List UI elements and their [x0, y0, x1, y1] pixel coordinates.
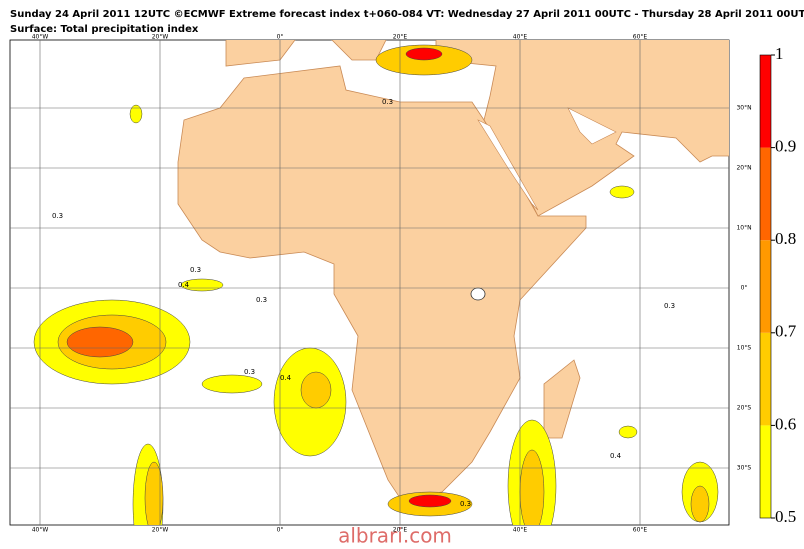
contour-label: 0.3	[52, 212, 63, 220]
precip-area	[201, 374, 263, 394]
lon-label: 40°W	[32, 527, 49, 534]
lon-label: 20°E	[393, 34, 408, 41]
precip-area	[408, 494, 452, 508]
colorbar-frame	[759, 54, 772, 519]
header-line1: Sunday 24 April 2011 12UTC ©ECMWF Extrem…	[10, 9, 804, 20]
lon-label: 20°W	[152, 527, 169, 534]
colorbar-segment	[760, 55, 771, 148]
precip-area	[66, 326, 134, 358]
colorbar-label: 1	[775, 44, 784, 63]
lon-label: 20°W	[152, 34, 169, 41]
contour-label: 0.3	[664, 302, 675, 310]
contour-label: 0.4	[610, 452, 622, 460]
header-line2: Surface: Total precipitation index	[10, 24, 199, 35]
lake	[470, 287, 486, 301]
lon-label: 0°	[277, 527, 284, 534]
lon-label: 40°E	[513, 527, 528, 534]
lon-label: 40°W	[32, 34, 49, 41]
lat-label: 30°S	[737, 465, 752, 472]
lon-label: 0°	[277, 34, 284, 41]
precip-area	[519, 449, 545, 525]
lon-label: 60°E	[633, 527, 648, 534]
precip-area	[405, 47, 443, 61]
lon-label: 60°E	[633, 34, 648, 41]
colorbar-segment	[760, 240, 771, 333]
precip-area	[144, 461, 164, 525]
colorbar-label: 0.9	[775, 137, 796, 156]
colorbar-segment	[760, 147, 771, 241]
lon-label: 20°E	[393, 527, 408, 534]
lat-label: 20°N	[736, 165, 751, 172]
lat-label: 30°N	[736, 105, 751, 112]
contour-label: 0.4	[178, 281, 190, 289]
land	[543, 359, 581, 439]
lat-label: 10°N	[736, 225, 751, 232]
colorbar-segment	[760, 332, 771, 426]
colorbar-label: 0.7	[775, 322, 797, 341]
precip-area	[300, 371, 332, 409]
lat-label: 10°S	[737, 345, 752, 352]
map-area: 0.30.30.40.30.30.40.30.30.40.3	[10, 40, 729, 525]
precip-area	[609, 185, 635, 199]
precip-area	[129, 104, 143, 124]
lon-label: 40°E	[513, 34, 528, 41]
watermark: albrari.com	[338, 524, 452, 546]
land	[225, 40, 296, 67]
precip-area	[618, 425, 638, 439]
contour-label: 0.3	[256, 296, 267, 304]
lat-label: 0°	[741, 285, 748, 292]
contour-label: 0.4	[280, 374, 292, 382]
precip-area	[690, 485, 710, 523]
contour-label: 0.3	[382, 98, 393, 106]
red-sea	[477, 119, 539, 211]
colorbar-label: 0.6	[775, 414, 796, 433]
colorbar-label: 0.5	[775, 507, 796, 526]
lat-label: 20°S	[737, 405, 752, 412]
gulf	[567, 107, 617, 145]
colorbar-segment	[760, 425, 771, 518]
contour-label: 0.3	[460, 500, 471, 508]
colorbar-label: 0.8	[775, 229, 796, 248]
contour-label: 0.3	[190, 266, 201, 274]
contour-label: 0.3	[244, 368, 255, 376]
